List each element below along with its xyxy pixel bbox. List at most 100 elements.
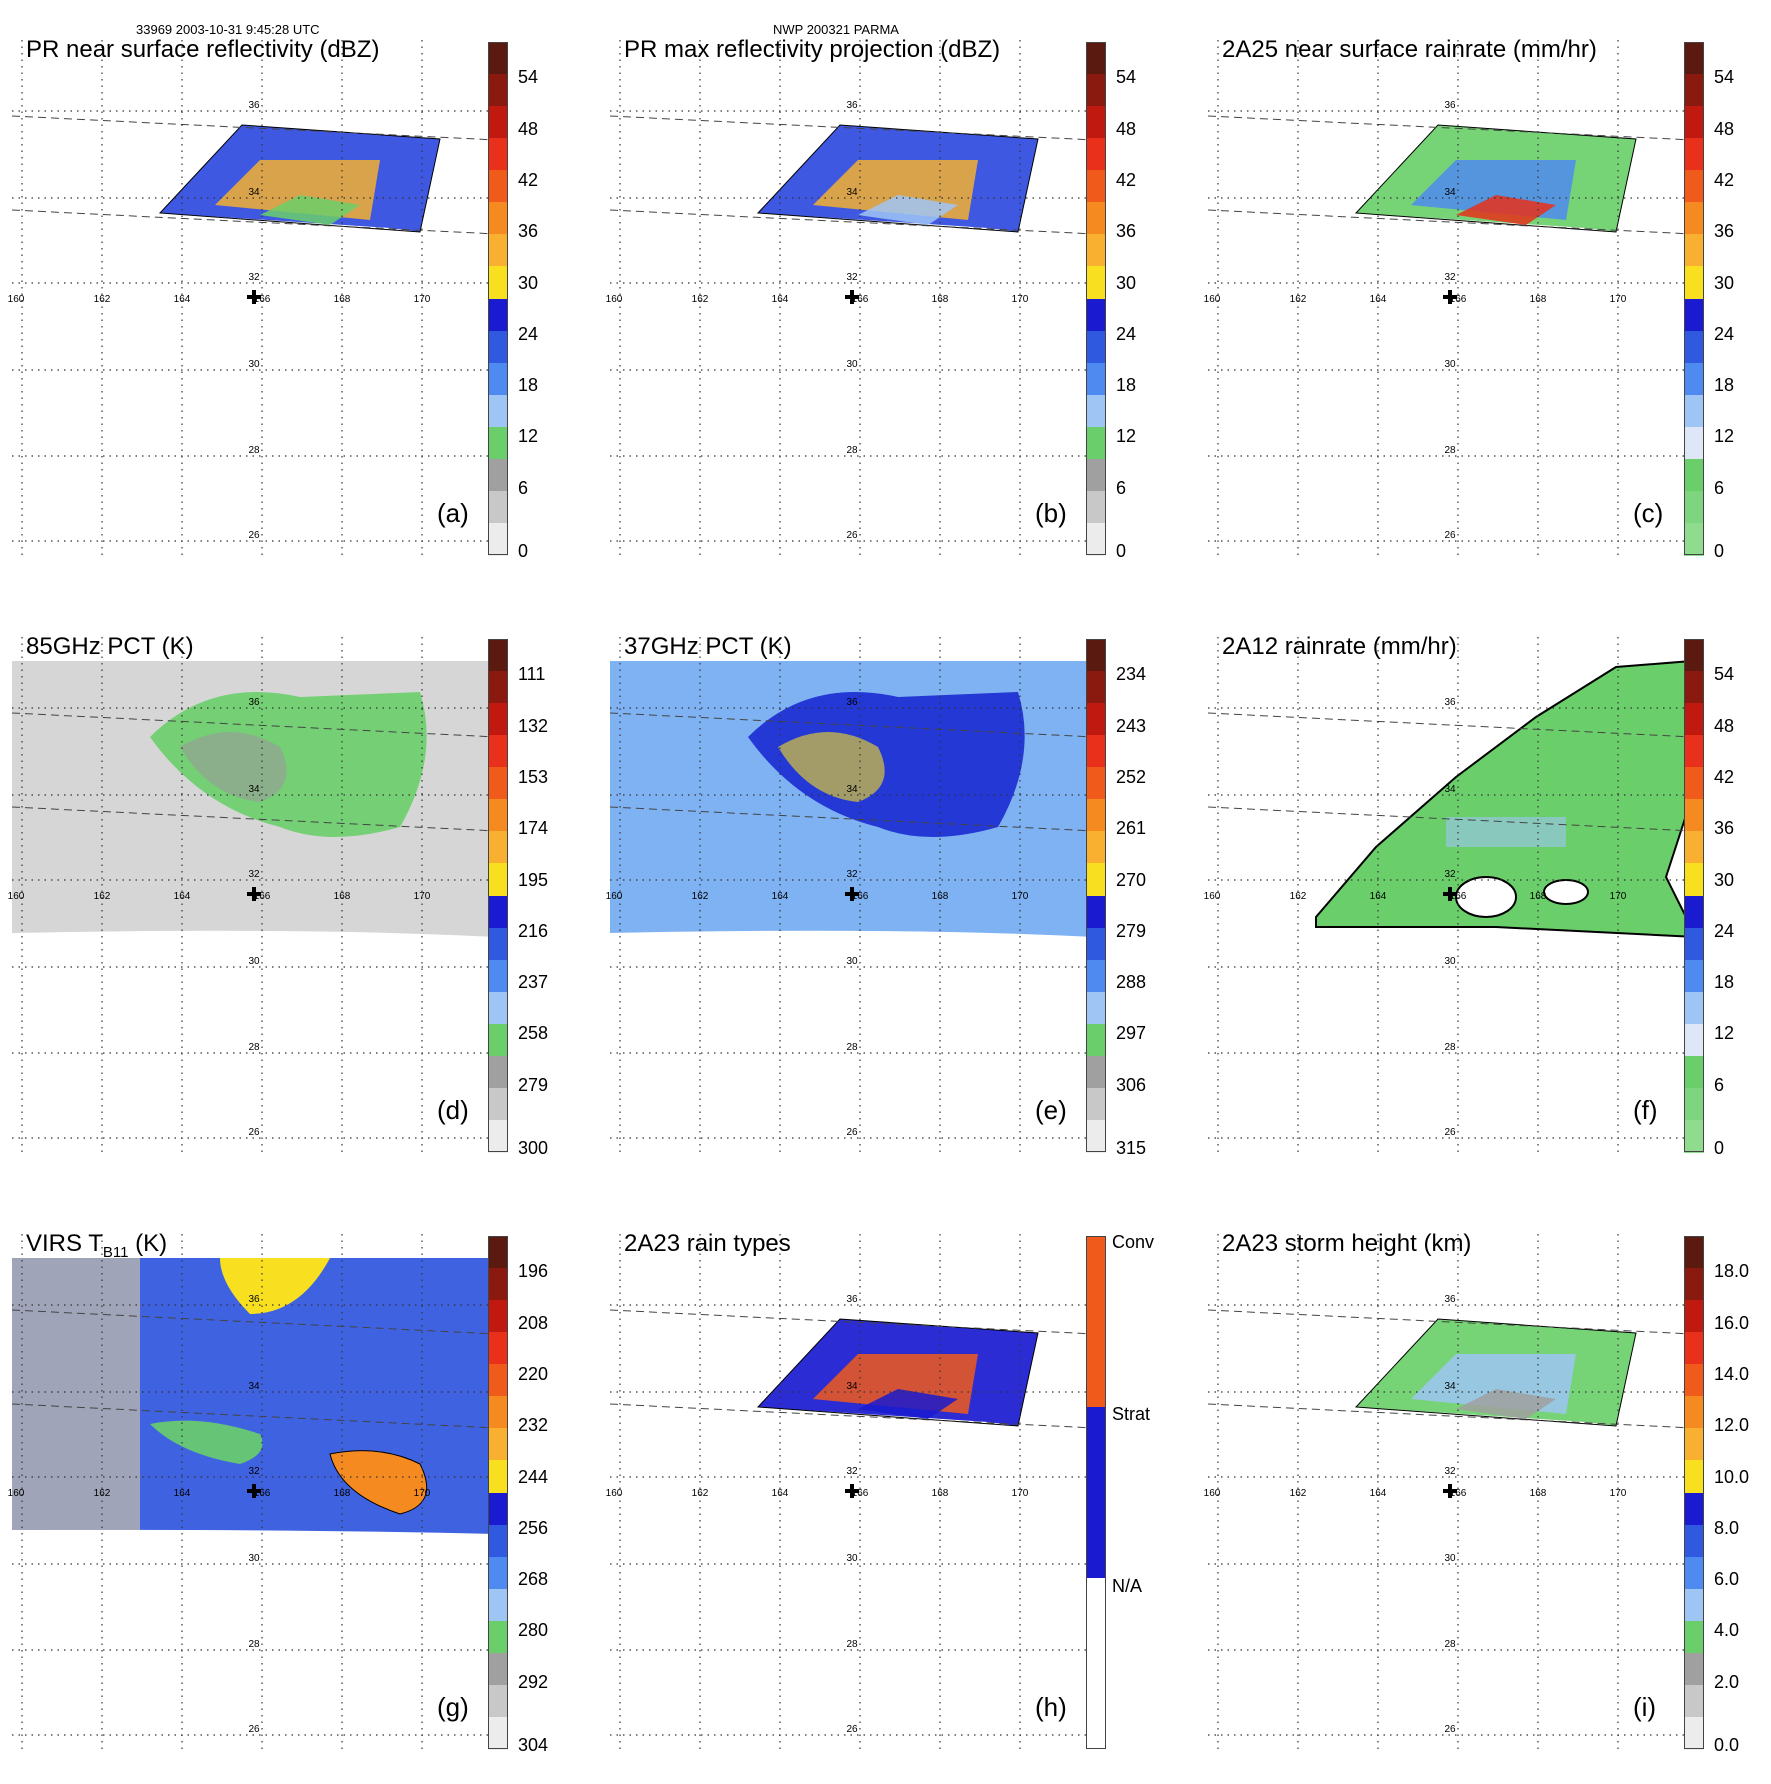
colorbar-segment: [1684, 1332, 1704, 1365]
colorbar-segment: [1684, 362, 1704, 396]
colorbar-outline: [488, 1236, 508, 1749]
colorbar-segment: [1684, 1364, 1704, 1397]
swath-edge-line: [1207, 209, 1693, 235]
colorbar-tick-label: 306: [1116, 1074, 1147, 1095]
panel-b: 160 162 164 166 168 170 36 34 32 30 28 26 PR max ref…: [598, 0, 1188, 590]
colorbar-tick-label: 12.0: [1714, 1415, 1750, 1436]
colorbar-segment: [1684, 1428, 1704, 1461]
colorbar-segment: [488, 330, 508, 364]
panel-label: (i): [1633, 1692, 1657, 1722]
colorbar-outline: [1086, 639, 1106, 1152]
colorbar-segment: [1086, 426, 1106, 460]
lon-label: 166: [852, 1488, 869, 1499]
colorbar-segment: [1684, 959, 1704, 993]
colorbar: [1086, 639, 1106, 1153]
colorbar-segment: [1086, 202, 1106, 235]
colorbar-tick-label: 48: [1714, 118, 1735, 139]
colorbar-tick-label: 4.0: [1714, 1620, 1740, 1641]
colorbar-tick-label: 16.0: [1714, 1312, 1750, 1333]
colorbar-segment: [1684, 767, 1704, 800]
colorbar-segment: [1086, 1578, 1106, 1750]
lat-label: 30: [846, 359, 858, 370]
colorbar-segment: [488, 1268, 508, 1301]
header-parma-id: NWP 200321 PARMA: [773, 22, 899, 37]
panel-title: 85GHz PCT (K): [26, 633, 194, 661]
colorbar-tick-label: 0: [518, 541, 529, 561]
lat-label: 26: [846, 530, 858, 541]
lon-label: 162: [94, 294, 111, 305]
colorbar-segment: [488, 1684, 508, 1718]
lat-label: 36: [248, 100, 260, 111]
colorbar-segment: [1684, 863, 1704, 896]
colorbar-tick-label: 6: [1116, 477, 1127, 498]
map-plot: 160 162 164 166 168 170 36 34 32 30 28 26: [606, 40, 1095, 555]
colorbar-tick-label: 54: [1714, 664, 1735, 685]
colorbar-tick-label: 208: [518, 1312, 549, 1333]
colorbar-tick-label: 6: [518, 477, 529, 498]
lat-label: 30: [846, 1553, 858, 1564]
colorbar-segment: [1684, 330, 1704, 364]
colorbar-tick-label: 42: [1714, 766, 1735, 787]
panel-title: PR max reflectivity projection (dBZ): [624, 36, 1000, 64]
storm-center-icon: [1443, 1484, 1457, 1498]
colorbar-tick-label: 14.0: [1714, 1363, 1750, 1384]
panel-title: 2A23 storm height (km): [1222, 1230, 1471, 1258]
data-swath: [1354, 124, 1637, 233]
colorbar-tick-label: 36: [1714, 221, 1735, 242]
colorbar-tick-label: 42: [518, 169, 539, 190]
colorbar: [488, 42, 508, 556]
colorbar-segment: [1684, 1716, 1704, 1750]
colorbar-segment: [488, 1428, 508, 1461]
colorbar-segment: [1684, 74, 1704, 107]
lat-label: 26: [846, 1127, 858, 1138]
lat-label: 30: [248, 1553, 260, 1564]
lat-label: 34: [1444, 187, 1456, 198]
lon-label: 162: [692, 1488, 709, 1499]
storm-center-icon: [247, 290, 261, 304]
lon-label: 170: [1610, 294, 1627, 305]
colorbar-segment: [488, 362, 508, 396]
colorbar-segment: [1086, 490, 1106, 524]
colorbar-segment: [488, 1087, 508, 1121]
lat-label: 34: [1444, 1381, 1456, 1392]
swath-edge-line: [609, 1309, 1095, 1335]
colorbar-segment: [1086, 895, 1106, 929]
storm-center-icon: [845, 290, 859, 304]
panel-e: 160 162 164 166 168 170 36 34 32 30 28 26 37GHz PCT …: [598, 597, 1188, 1187]
storm-center-icon: [1443, 290, 1457, 304]
colorbar-tick-label: 252: [1116, 766, 1147, 787]
colorbar-tick-label: 48: [518, 118, 539, 139]
panel-title-text: 85GHz PCT (K): [26, 633, 194, 660]
colorbar: [1684, 1236, 1704, 1750]
colorbar-segment: [1684, 895, 1704, 929]
colorbar-segment: [1086, 394, 1106, 428]
panel-label: (a): [437, 498, 469, 528]
lon-label: 160: [606, 1488, 623, 1499]
colorbar-segment: [1086, 74, 1106, 107]
colorbar-tick-label: 268: [518, 1569, 549, 1590]
swath-edge-line: [11, 712, 497, 738]
lon-label: 162: [1290, 294, 1307, 305]
lat-label: 30: [846, 956, 858, 967]
swath-edge-line: [1207, 712, 1693, 738]
colorbar: [1684, 42, 1704, 556]
colorbar-segment: [1086, 1023, 1106, 1057]
lon-label: 168: [932, 294, 949, 305]
colorbar-segment: [488, 170, 508, 203]
colorbar-segment: [1086, 1236, 1106, 1408]
colorbar-tick-label: 6.0: [1714, 1569, 1740, 1590]
lat-label: 32: [1444, 869, 1456, 880]
colorbar-tick-label: 18: [1714, 972, 1735, 993]
data-swath: [1315, 659, 1696, 939]
panel-c: 160 162 164 166 168 170 36 34 32 30 28 26 2A25 near …: [1196, 0, 1771, 590]
lon-label: 168: [1530, 891, 1547, 902]
lon-label: 164: [1370, 891, 1387, 902]
data-swath: [12, 661, 496, 937]
map-plot: 160 162 164 166 168 170 36 34 32 30 28 26: [8, 40, 497, 555]
colorbar-segment: [488, 1652, 508, 1686]
colorbar-segment: [488, 266, 508, 299]
lat-label: 36: [846, 100, 858, 111]
panel-g: 160 162 164 166 168 170 36 34 32 30 28 26 VIRS TB11 …: [0, 1194, 590, 1784]
panel-label: (h): [1035, 1692, 1067, 1722]
colorbar-tick-label: 24: [1116, 323, 1137, 344]
